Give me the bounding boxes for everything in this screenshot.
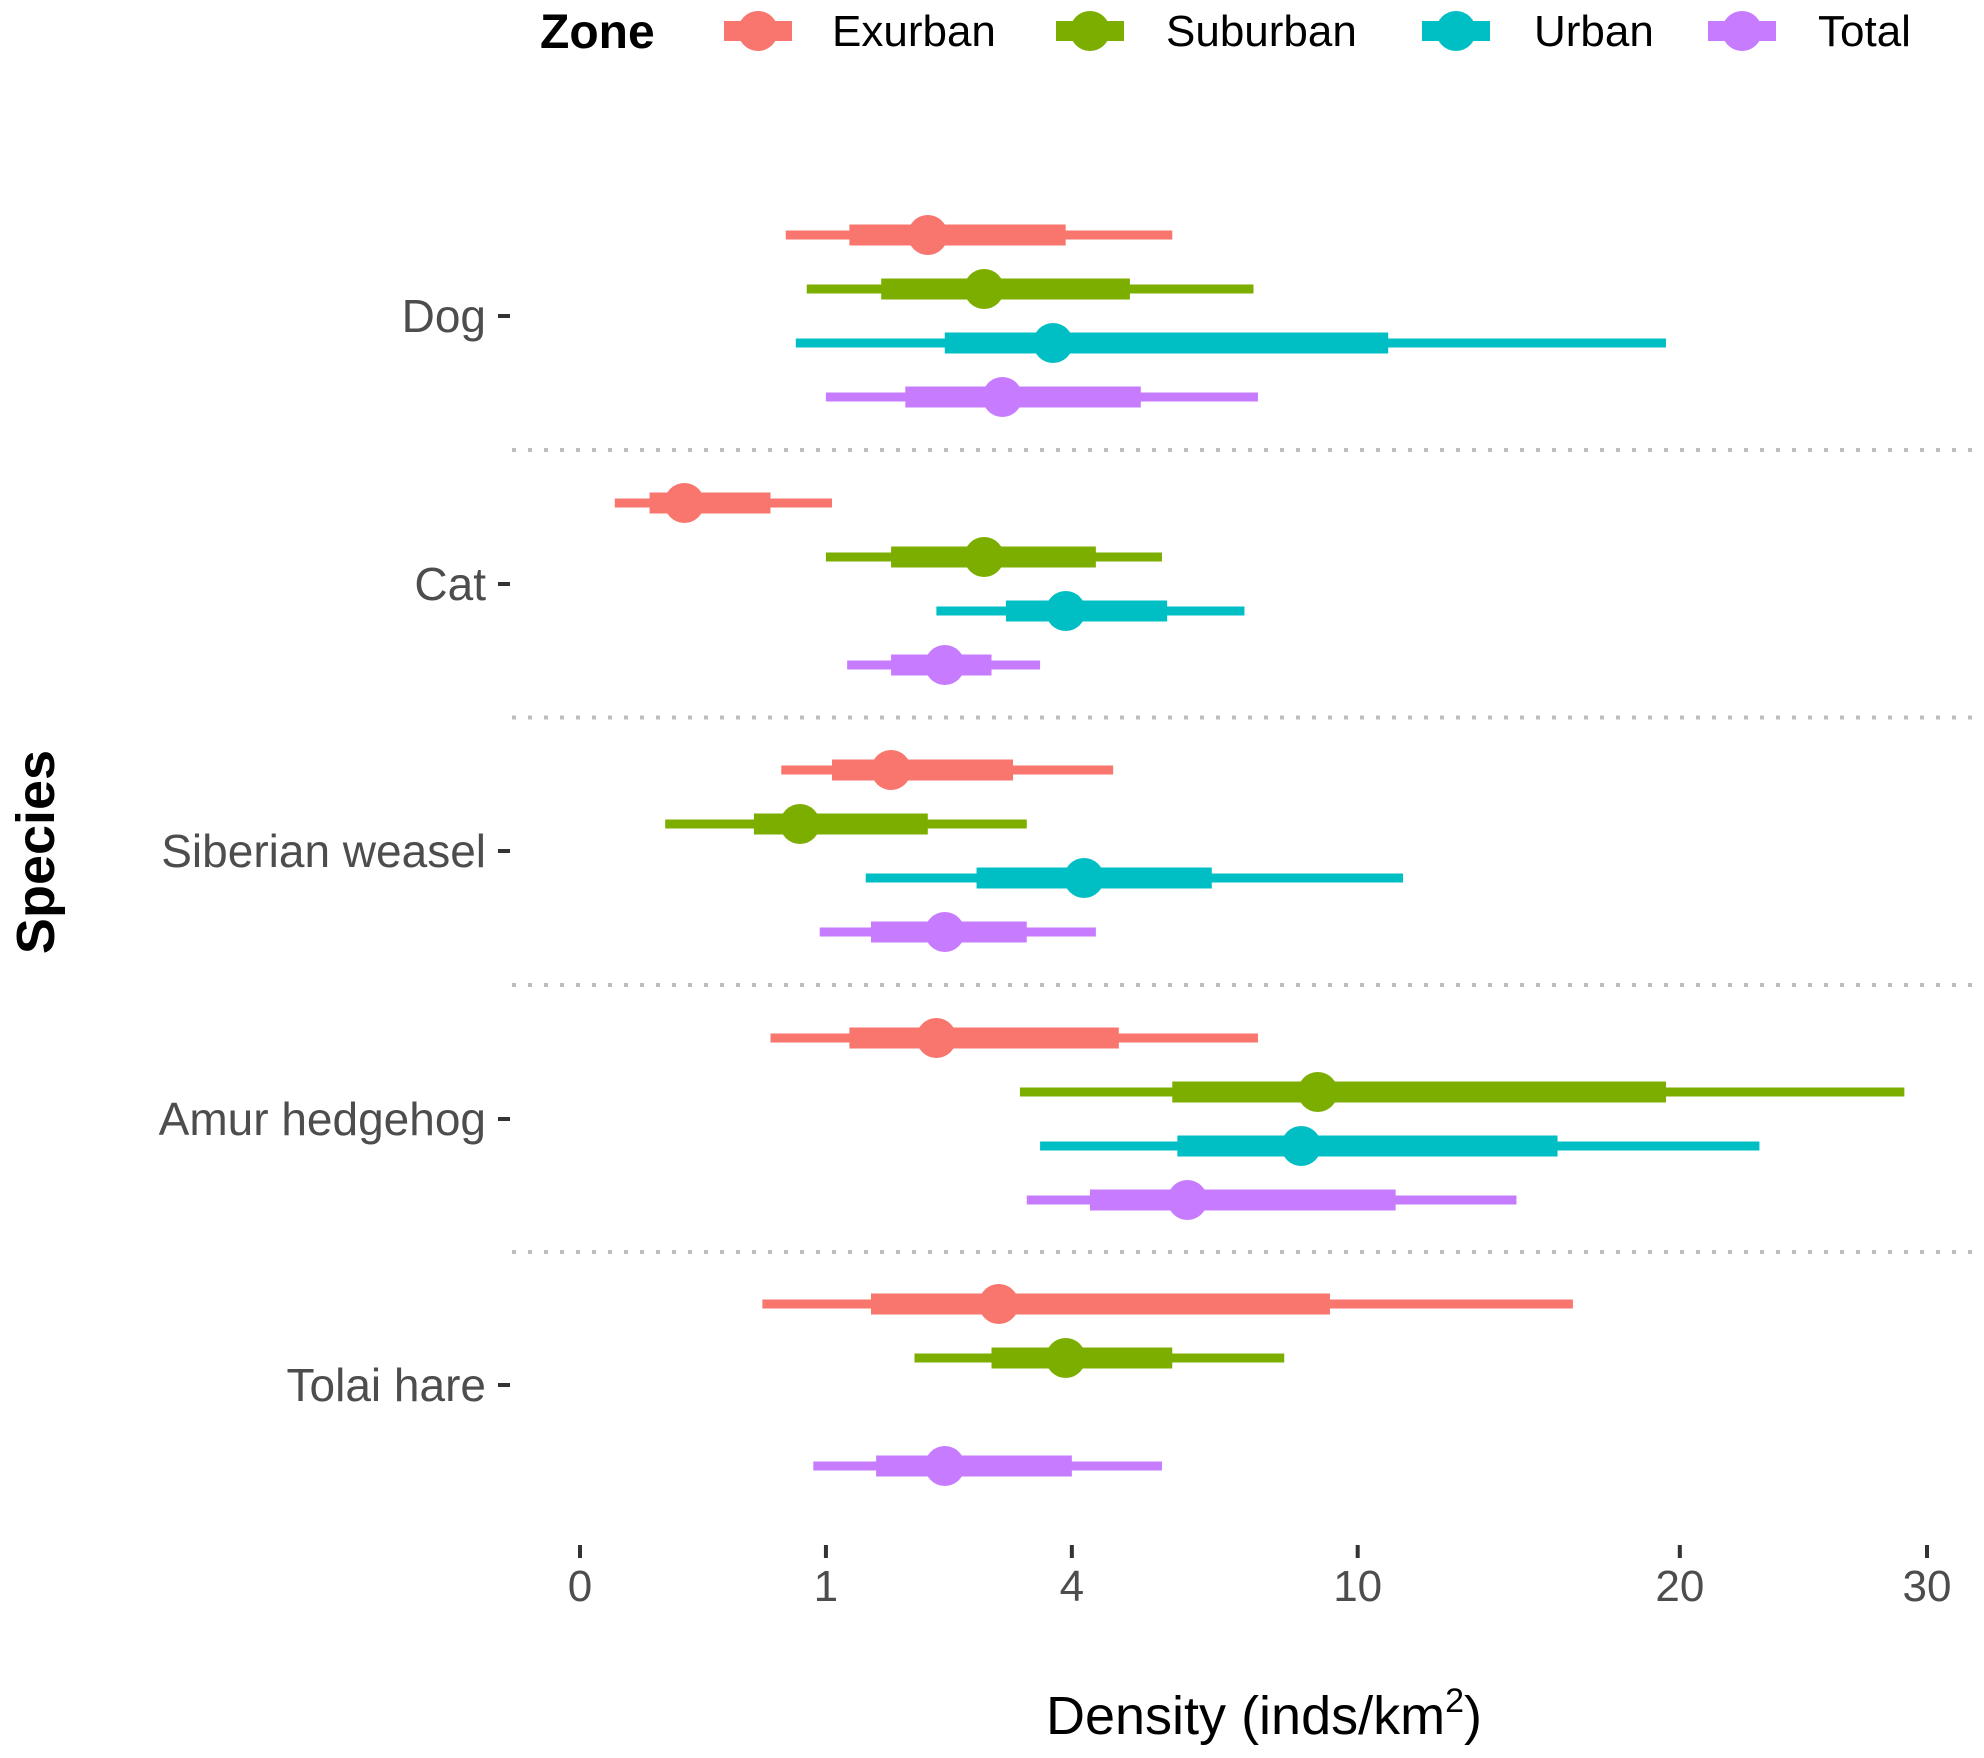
point-estimate-suburban-dog [964, 269, 1005, 309]
x-tick-label: 20 [1655, 1562, 1704, 1611]
point-estimate-urban-amur-hedgehog [1281, 1126, 1322, 1166]
y-tick-label-amur-hedgehog: Amur hedgehog [159, 1093, 486, 1145]
point-estimate-urban-dog [1033, 323, 1074, 363]
x-tick-label: 0 [568, 1562, 592, 1611]
point-estimate-total-siberian-weasel [924, 912, 965, 952]
interval-marks [614, 215, 1905, 1486]
y-tick-label-cat: Cat [414, 558, 486, 610]
legend-dot-exurban [738, 11, 778, 51]
x-tick-label: 30 [1903, 1562, 1952, 1611]
legend-item-total: Total [1708, 7, 1911, 56]
point-estimate-exurban-dog [907, 215, 948, 255]
x-tick-label: 4 [1060, 1562, 1084, 1611]
y-axis: Dog Cat Siberian weasel Amur hedgehog Tolai … [159, 290, 510, 1411]
legend-label-total: Total [1818, 7, 1911, 56]
series-suburban [665, 269, 1905, 1378]
y-tick-label-dog: Dog [402, 290, 486, 342]
point-estimate-suburban-cat [964, 537, 1005, 577]
species-separators [512, 448, 1984, 1254]
legend-item-suburban: Suburban [1056, 7, 1357, 56]
legend-title: Zone [540, 6, 655, 59]
point-estimate-suburban-amur-hedgehog [1297, 1072, 1338, 1112]
point-estimate-exurban-amur-hedgehog [916, 1018, 957, 1058]
x-axis: 0 1 4 10 20 30 [568, 1545, 1952, 1611]
y-axis-title: Species [6, 750, 66, 954]
point-estimate-total-tolai-hare [924, 1446, 965, 1486]
x-axis-title: Density (inds/km2) [1046, 1682, 1482, 1746]
point-estimate-suburban-siberian-weasel [779, 804, 820, 844]
legend-item-exurban: Exurban [724, 7, 996, 56]
point-estimate-exurban-siberian-weasel [871, 750, 912, 790]
point-estimate-urban-cat [1045, 591, 1086, 631]
point-estimate-exurban-tolai-hare [978, 1284, 1019, 1324]
legend-label-exurban: Exurban [832, 7, 996, 56]
legend-dot-urban [1436, 11, 1476, 51]
point-estimate-total-dog [982, 377, 1023, 417]
legend-label-suburban: Suburban [1166, 7, 1357, 56]
x-axis-title-main: Density (inds/km [1046, 1686, 1445, 1746]
legend-dot-suburban [1070, 11, 1110, 51]
x-axis-title-close: ) [1464, 1686, 1482, 1746]
series-exurban [614, 215, 1573, 1324]
series-urban [795, 323, 1760, 1166]
point-estimate-total-cat [924, 645, 965, 685]
point-estimate-urban-siberian-weasel [1064, 858, 1105, 898]
legend: Zone Exurban Suburban Urban Total [540, 6, 1911, 59]
point-estimate-exurban-cat [664, 483, 705, 523]
legend-item-urban: Urban [1422, 7, 1654, 56]
x-axis-title-sup: 2 [1445, 1682, 1464, 1720]
y-tick-label-siberian-weasel: Siberian weasel [161, 825, 486, 877]
x-tick-label: 10 [1333, 1562, 1382, 1611]
y-tick-label-tolai-hare: Tolai hare [287, 1359, 486, 1411]
legend-dot-total [1722, 11, 1762, 51]
series-total [813, 377, 1517, 1486]
legend-label-urban: Urban [1534, 7, 1654, 56]
point-estimate-total-amur-hedgehog [1167, 1180, 1208, 1220]
x-tick-label: 1 [814, 1562, 838, 1611]
point-estimate-suburban-tolai-hare [1045, 1338, 1086, 1378]
